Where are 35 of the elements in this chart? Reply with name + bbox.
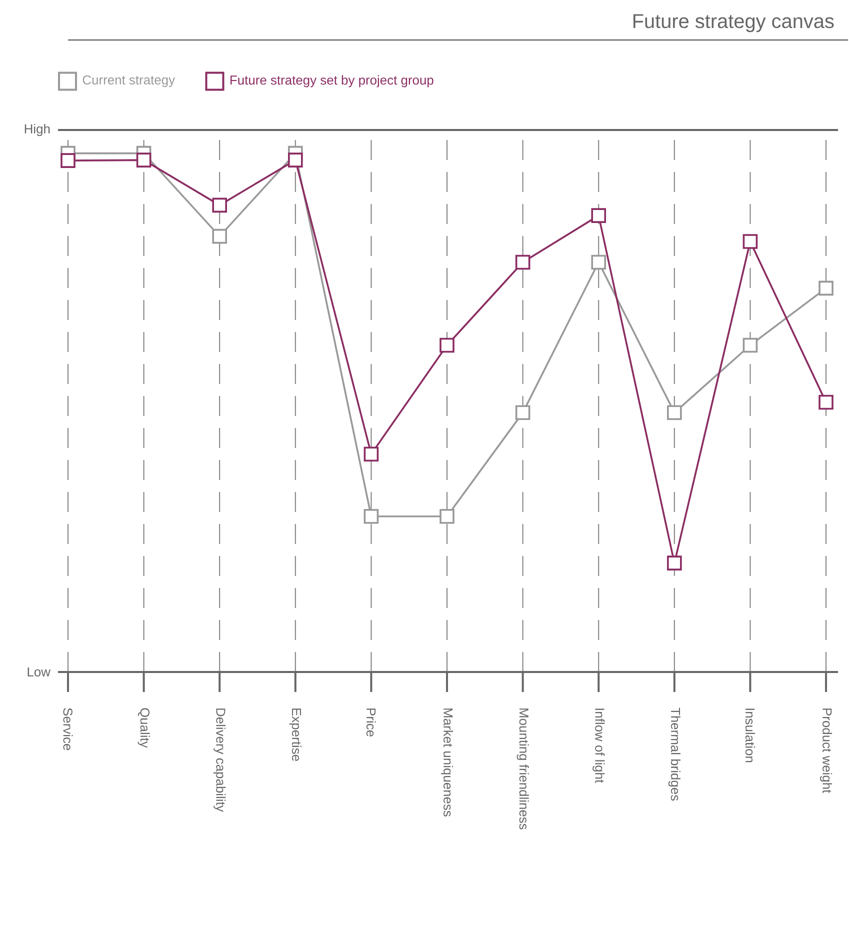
legend-label: Future strategy set by project group bbox=[230, 75, 434, 88]
point bbox=[591, 208, 606, 223]
point bbox=[364, 508, 379, 524]
x-tick-label: Expertise bbox=[290, 708, 302, 761]
point bbox=[818, 394, 834, 410]
text: High bbox=[25, 124, 50, 136]
x-tick-label: Price bbox=[366, 708, 376, 736]
x-tick-label: Inflow of light bbox=[592, 708, 605, 783]
point bbox=[212, 198, 228, 213]
point bbox=[440, 338, 455, 353]
x-tick-label: Mounting friendliness bbox=[516, 708, 530, 830]
point bbox=[743, 338, 758, 353]
point bbox=[212, 228, 228, 244]
point bbox=[440, 508, 455, 524]
point bbox=[136, 152, 152, 168]
point bbox=[818, 280, 834, 296]
point bbox=[743, 234, 758, 249]
x-tick-label: Service bbox=[63, 708, 73, 750]
legend-label: Current strategy bbox=[83, 75, 176, 88]
point bbox=[516, 254, 530, 270]
text: Low bbox=[28, 667, 51, 677]
x-tick-label: Thermal bridges bbox=[668, 708, 681, 801]
point bbox=[60, 153, 76, 168]
chart-title: Future strategy canvas bbox=[634, 14, 834, 32]
point bbox=[516, 405, 530, 420]
point bbox=[364, 446, 379, 462]
x-tick-label: Product weight bbox=[820, 708, 832, 794]
x-tick-label: Quality bbox=[138, 708, 150, 748]
x-tick-label: Market uniqueness bbox=[441, 708, 454, 816]
x-tick-label: Delivery capability bbox=[214, 708, 226, 812]
point bbox=[667, 405, 682, 420]
x-tick-label: Insulation bbox=[746, 708, 756, 762]
point bbox=[667, 556, 682, 570]
point bbox=[591, 254, 606, 270]
point bbox=[288, 152, 304, 168]
